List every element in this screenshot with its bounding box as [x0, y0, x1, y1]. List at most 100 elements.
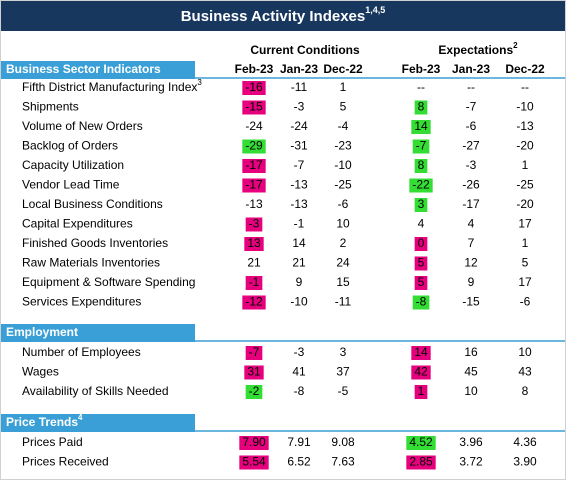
highlight: [411, 365, 431, 380]
group-header-text: Expectations: [438, 43, 513, 57]
row-label-text: Local Business Conditions: [22, 197, 163, 211]
group-header-sup: 2: [513, 41, 518, 50]
row-label: Shipments: [22, 100, 79, 114]
cell-value: 4.36: [513, 435, 537, 449]
cell-value: -24: [245, 119, 263, 133]
row-label: Prices Received: [22, 455, 109, 469]
cell-value: 3.90: [513, 455, 537, 469]
row-label-text: Prices Received: [22, 455, 109, 469]
cell-value: -23: [334, 139, 352, 153]
cell-value: -13: [516, 119, 534, 133]
cell-value: 12: [464, 256, 478, 270]
cell-value: 5: [522, 256, 529, 270]
row-label-sup: 3: [197, 78, 202, 87]
row-label-text: Backlog of Orders: [22, 139, 118, 153]
row-label-text: Capacity Utilization: [22, 158, 124, 172]
cell-value: 9: [296, 275, 303, 289]
row-label-text: Shipments: [22, 100, 79, 114]
cell-value: 8: [418, 158, 425, 172]
cell-value: 5: [418, 256, 425, 270]
row-label-text: Equipment & Software Spending: [22, 275, 195, 289]
cell-value: 7.91: [287, 435, 311, 449]
cell-value: -7: [249, 345, 260, 359]
row-label: Number of Employees: [22, 345, 141, 359]
cell-value: -20: [516, 197, 534, 211]
cell-value: -15: [462, 295, 480, 309]
cell-value: -31: [290, 139, 308, 153]
cell-value: 21: [247, 256, 261, 270]
group-header: Expectations2: [438, 41, 518, 57]
section-title-text: Employment: [6, 325, 78, 339]
cell-value: -4: [338, 119, 349, 133]
cell-value: 43: [518, 365, 532, 379]
cell-value: -6: [338, 197, 349, 211]
row-label-text: Fifth District Manufacturing Index: [22, 80, 197, 94]
cell-value: 17: [518, 217, 532, 231]
cell-value: -17: [462, 197, 480, 211]
cell-value: 4: [418, 217, 425, 231]
cell-value: 8: [522, 384, 529, 398]
cell-value: 14: [414, 119, 428, 133]
cell-value: 9: [468, 275, 475, 289]
row-label: Finished Goods Inventories: [22, 236, 168, 250]
row-label-text: Availability of Skills Needed: [22, 384, 169, 398]
highlight: [414, 256, 428, 271]
cell-value: -8: [416, 295, 427, 309]
month-header: Jan-23: [452, 62, 490, 76]
cell-value: 41: [292, 365, 306, 379]
highlight: [242, 81, 266, 95]
cell-value: 7: [468, 236, 475, 250]
cell-value: -1: [294, 217, 305, 231]
cell-value: -5: [338, 384, 349, 398]
highlight: [414, 100, 428, 115]
section-title: Price Trends4: [6, 413, 83, 429]
cell-value: -17: [245, 158, 263, 172]
highlight: [406, 436, 436, 450]
row-label: Capacity Utilization: [22, 158, 124, 172]
cell-value: 7.90: [242, 435, 266, 449]
cell-value: 3.96: [459, 435, 483, 449]
title-text: Business Activity Indexes: [181, 8, 366, 25]
cell-value: 1: [522, 236, 529, 250]
cell-value: -6: [466, 119, 477, 133]
highlight: [244, 237, 264, 251]
cell-value: -3: [294, 345, 305, 359]
group-header: Current Conditions: [250, 43, 360, 57]
cell-value: --: [467, 80, 475, 94]
section-title-sup: 4: [78, 413, 83, 422]
cell-value: 31: [247, 365, 261, 379]
row-label-text: Volume of New Orders: [22, 119, 143, 133]
cell-value: 9.08: [331, 435, 355, 449]
row-label: Services Expenditures: [22, 295, 141, 309]
cell-value: -11: [335, 295, 352, 309]
row-label: Wages: [22, 365, 59, 379]
cell-value: --: [521, 80, 529, 94]
section-title-text: Price Trends: [6, 415, 78, 429]
cell-value: --: [417, 80, 425, 94]
cell-value: -3: [294, 100, 305, 114]
cell-value: -17: [245, 178, 263, 192]
cell-value: 5: [340, 100, 347, 114]
highlight: [412, 295, 430, 310]
section-title: Employment: [6, 325, 78, 339]
cell-value: 6.52: [287, 455, 311, 469]
cell-value: -27: [462, 139, 480, 153]
highlight: [245, 217, 263, 232]
row-label: Local Business Conditions: [22, 197, 163, 211]
cell-value: -13: [290, 197, 308, 211]
section-title-text: Business Sector Indicators: [6, 62, 161, 76]
cell-value: 2: [340, 236, 347, 250]
cell-value: -24: [290, 119, 308, 133]
cell-value: 21: [292, 256, 306, 270]
cell-value: -3: [249, 217, 260, 231]
cell-value: -22: [412, 178, 430, 192]
cell-value: -7: [416, 139, 427, 153]
row-label-text: Vendor Lead Time: [22, 178, 120, 192]
row-label: Raw Materials Inventories: [22, 256, 160, 270]
cell-value: -25: [516, 178, 534, 192]
highlight: [412, 139, 430, 154]
highlight: [414, 237, 428, 251]
highlight: [245, 385, 263, 399]
row-label-text: Raw Materials Inventories: [22, 256, 160, 270]
